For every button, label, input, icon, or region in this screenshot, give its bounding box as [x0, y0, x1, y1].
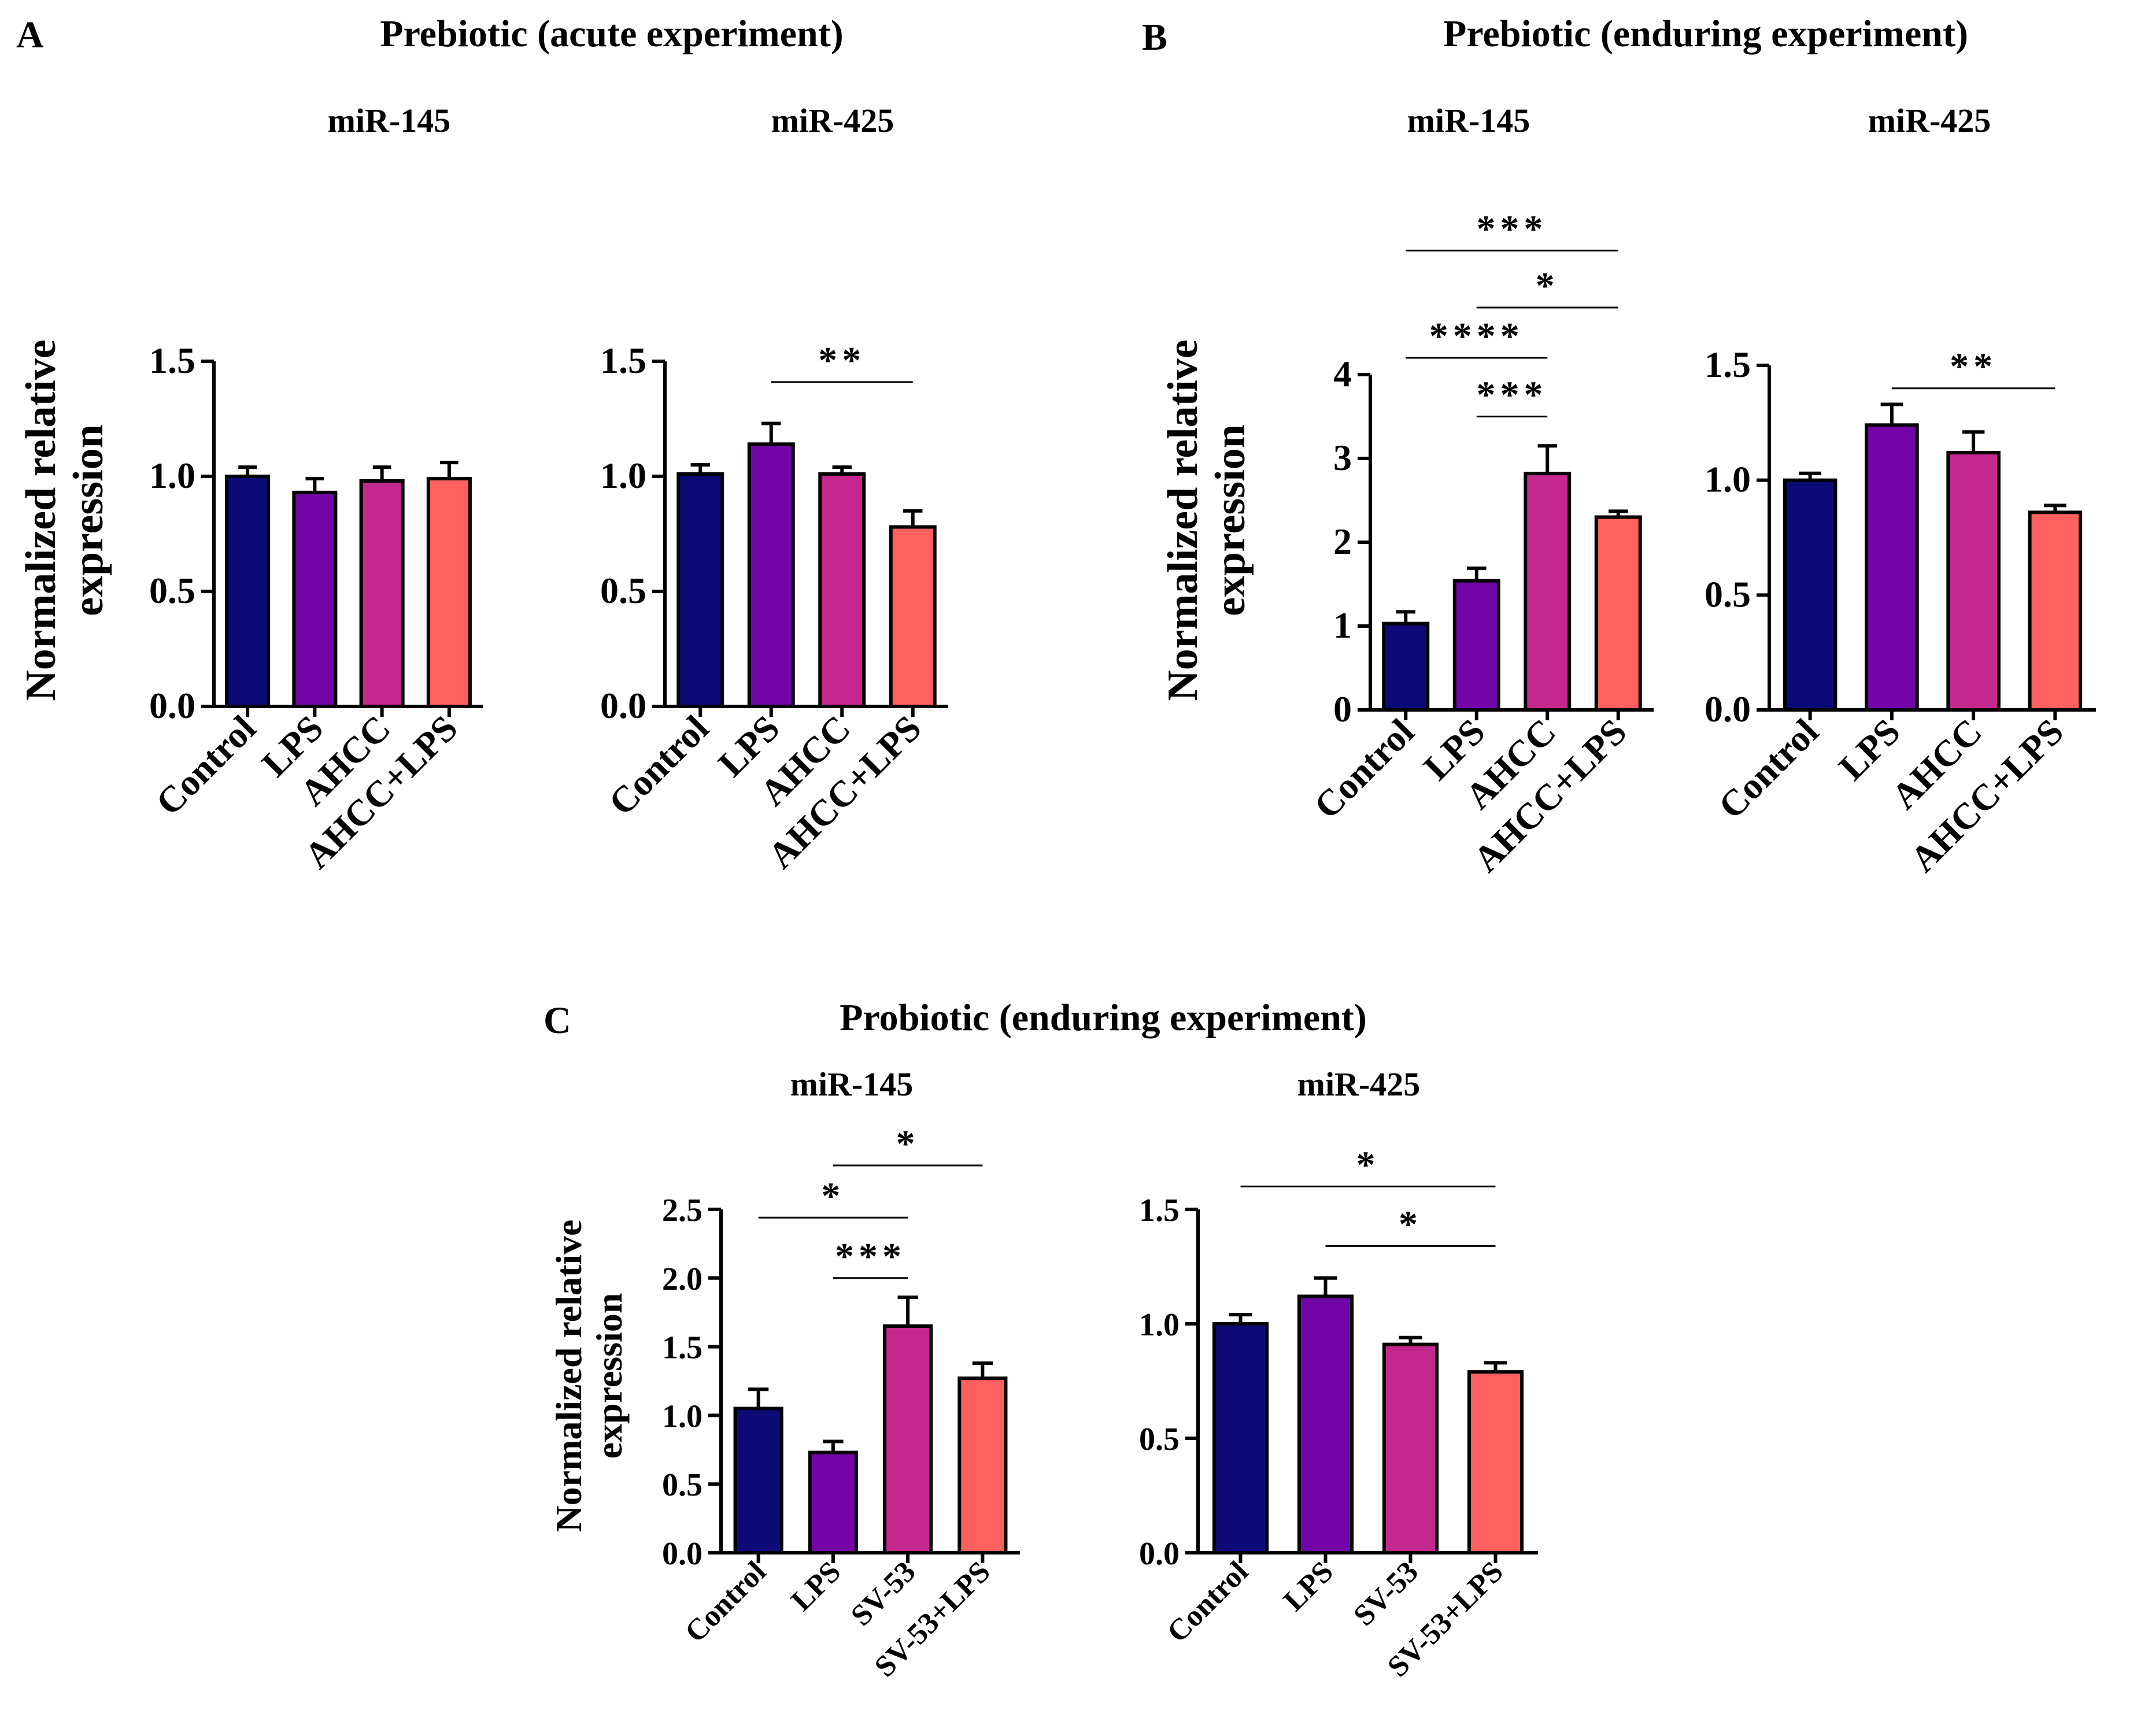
bar-control	[733, 1406, 783, 1555]
significance-label: *	[1536, 265, 1559, 307]
bar-sv-53-lps	[1467, 1370, 1524, 1554]
bar-ahcc	[359, 479, 405, 709]
bar-sv-53	[1382, 1342, 1439, 1554]
significance-label: *	[1399, 1203, 1422, 1245]
category-label: SV-53	[1347, 1555, 1425, 1633]
bar-lps	[1297, 1294, 1354, 1554]
y-tick-label: 2	[1333, 521, 1352, 562]
y-tick-label: 1.5	[1705, 344, 1751, 385]
bar-lps	[747, 442, 795, 709]
y-tick-label: 1.0	[1139, 1307, 1180, 1343]
significance-label: **	[818, 339, 866, 382]
y-tick-label: 0.5	[1705, 573, 1751, 615]
bar-lps	[292, 490, 338, 708]
bar-control	[676, 472, 724, 709]
y-tick-label: 1.0	[600, 455, 646, 496]
y-tick-label: 2.0	[662, 1261, 703, 1297]
panel-letter-a: A	[16, 14, 44, 56]
chart-title: miR-425	[771, 102, 894, 139]
y-axis-label-line: expression	[1207, 424, 1254, 616]
significance-label: ****	[1429, 315, 1524, 357]
y-tick-label: 0.5	[600, 570, 646, 611]
section-title-a: Prebiotic (acute experiment)	[380, 13, 843, 55]
chart-title: miR-425	[1868, 102, 1991, 139]
y-axis-label-line: Normalized relative	[548, 1220, 589, 1533]
y-tick-label: 1.5	[662, 1330, 703, 1366]
y-tick-label: 1.5	[149, 340, 195, 381]
y-tick-label: 1.5	[600, 340, 646, 381]
section-title-b: Prebiotic (enduring experiment)	[1443, 13, 1968, 55]
chart-title: miR-425	[1297, 1065, 1421, 1103]
y-tick-label: 4	[1333, 353, 1352, 394]
chart-b-mir145: miR-145 Normalized relativeexpression 0 1 2 3…	[1159, 102, 1654, 880]
y-axis-label-line: Normalized relative	[17, 339, 65, 701]
y-tick-label: 0.5	[1139, 1422, 1180, 1457]
y-axis-label: Normalized relativeexpression	[17, 339, 112, 701]
significance-label: *	[1356, 1143, 1380, 1186]
y-axis-label: Normalized relativeexpression	[1159, 339, 1254, 701]
y-tick-label: 1.5	[1139, 1193, 1180, 1228]
y-tick-label: 0.0	[1705, 689, 1751, 730]
bar-ahcc	[1524, 472, 1572, 712]
y-tick-label: 1.0	[1705, 459, 1751, 500]
category-label: LPS	[785, 1555, 848, 1617]
chart-title: miR-145	[790, 1065, 914, 1103]
category-label: LPS	[1277, 1555, 1340, 1617]
y-tick-label: 3	[1333, 437, 1352, 478]
section-title-c: Probiotic (enduring experiment)	[840, 997, 1367, 1039]
bar-control	[1382, 621, 1430, 712]
chart-a-mir145: miR-145 Normalized relativeexpression 0.0 0…	[17, 102, 483, 876]
bar-lps	[808, 1450, 858, 1554]
bar-sv-53-lps	[957, 1376, 1008, 1555]
bar-control	[225, 475, 271, 708]
y-tick-label: 1	[1333, 605, 1352, 646]
bar-ahcc-lps	[426, 476, 472, 708]
y-tick-label: 0.0	[662, 1536, 703, 1572]
y-axis-label: Normalized relativeexpression	[548, 1220, 630, 1533]
significance-label: ***	[1477, 374, 1548, 416]
bar-ahcc-lps	[1594, 515, 1642, 712]
significance-label: *	[896, 1123, 920, 1165]
y-axis-label-line: expression	[65, 424, 112, 616]
bar-control	[1212, 1322, 1269, 1554]
y-tick-label: 0.0	[149, 685, 195, 726]
significance-label: ***	[835, 1235, 906, 1278]
bar-control	[1783, 478, 1837, 712]
panel-letter-c: C	[544, 1000, 571, 1042]
y-tick-label: 1.0	[149, 455, 195, 496]
bar-ahcc	[1946, 450, 2001, 712]
chart-c-mir145: miR-145 Normalized relativeexpression 0.0 0…	[548, 1065, 1020, 1683]
chart-title: miR-145	[328, 102, 451, 139]
bar-lps	[1865, 423, 1919, 712]
chart-a-mir425: miR-4250.00.51.01.5ControlLPSAHCCAHCC+LP…	[600, 102, 948, 876]
panel-letter-b: B	[1142, 16, 1167, 58]
significance-label: *	[821, 1175, 845, 1217]
y-tick-label: 2.5	[662, 1193, 703, 1228]
category-label: Control	[1306, 711, 1422, 827]
bar-lps	[1452, 579, 1500, 712]
bar-sv-53	[883, 1324, 933, 1554]
y-tick-label: 0.5	[662, 1467, 703, 1503]
y-tick-label: 0	[1333, 689, 1352, 730]
bar-ahcc	[818, 472, 866, 709]
bar-ahcc-lps	[889, 525, 937, 708]
significance-label: **	[1950, 346, 1997, 388]
significance-label: ***	[1477, 208, 1548, 250]
y-tick-label: 1.0	[662, 1398, 703, 1434]
y-tick-label: 0.5	[149, 570, 195, 611]
bar-ahcc-lps	[2028, 510, 2083, 712]
y-axis-label-line: Normalized relative	[1159, 339, 1207, 701]
y-axis-label-line: expression	[589, 1293, 630, 1459]
y-tick-label: 0.0	[1139, 1536, 1180, 1572]
chart-title: miR-145	[1407, 102, 1530, 139]
y-tick-label: 0.0	[600, 685, 646, 726]
